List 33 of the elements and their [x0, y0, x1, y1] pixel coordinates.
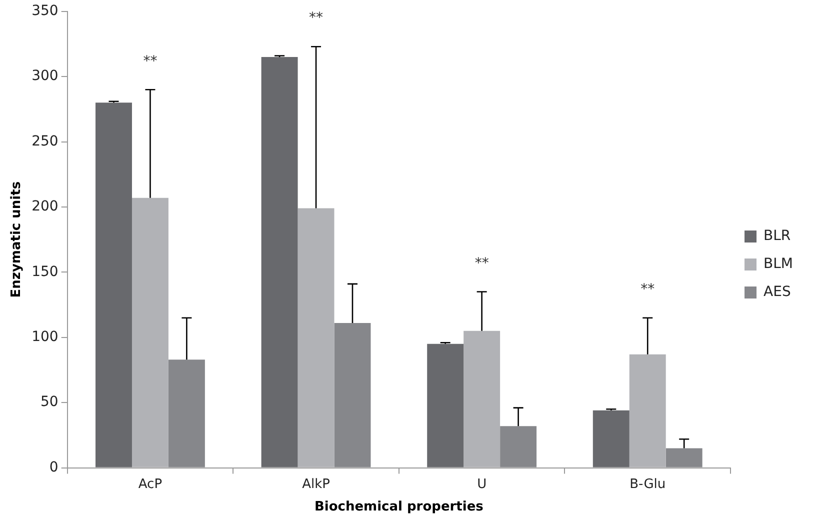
- y-tick-label: 150: [32, 264, 58, 280]
- y-axis-title: Enzymatic units: [9, 181, 24, 298]
- bar: [298, 208, 334, 468]
- bar: [334, 323, 371, 468]
- bar: [629, 354, 666, 468]
- bar: [132, 198, 168, 468]
- y-tick-label: 300: [32, 68, 58, 84]
- annotation: **: [474, 255, 489, 272]
- bar: [261, 57, 298, 468]
- x-tick-label: U: [477, 476, 487, 492]
- annotation: **: [309, 10, 324, 26]
- x-tick-label: B-Glu: [630, 476, 666, 492]
- y-tick-label: 50: [40, 394, 58, 410]
- y-tick-label: 250: [32, 133, 58, 150]
- legend-label: BLM: [764, 256, 793, 272]
- legend-label: AES: [764, 284, 791, 300]
- x-axis-title: Biochemical properties: [314, 500, 484, 515]
- y-tick-label: 0: [49, 459, 58, 476]
- y-tick-label: 350: [32, 3, 58, 20]
- bar: [427, 344, 464, 468]
- x-tick-label: AlkP: [302, 476, 330, 492]
- bar: [96, 102, 132, 468]
- y-tick-label: 100: [32, 329, 58, 346]
- bar: [666, 448, 702, 468]
- y-tick-label: 200: [32, 198, 58, 215]
- bar: [592, 410, 630, 468]
- bar: [168, 360, 205, 468]
- x-tick-label: AcP: [138, 476, 162, 492]
- legend-label: BLR: [764, 228, 791, 244]
- annotation: **: [143, 53, 158, 70]
- annotation: **: [640, 281, 655, 298]
- bar: [500, 426, 537, 468]
- bar: [464, 330, 500, 468]
